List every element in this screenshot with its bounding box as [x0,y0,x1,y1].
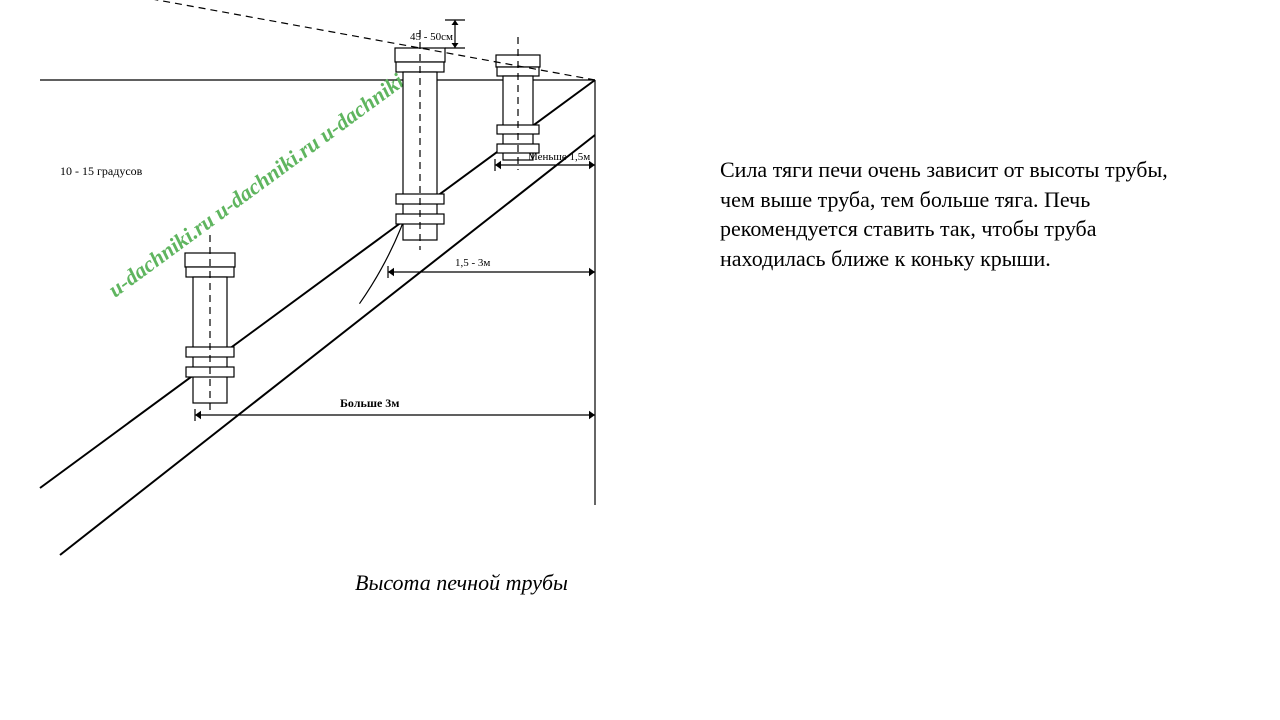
description-text: Сила тяги печи очень зависит от высоты т… [720,155,1180,274]
svg-text:u-dachniki.ru u-dachniki.ru u-: u-dachniki.ru u-dachniki.ru u-dachniki.r… [103,53,430,302]
svg-text:Больше 3м: Больше 3м [340,396,399,410]
svg-text:45 - 50см: 45 - 50см [410,31,453,43]
chimney-c1 [185,235,235,413]
stage: u-dachniki.ru u-dachniki.ru u-dachniki.r… [0,0,1280,720]
svg-text:10 - 15 градусов: 10 - 15 градусов [60,164,143,178]
diagram-svg: u-dachniki.ru u-dachniki.ru u-dachniki.r… [0,0,1280,720]
svg-text:Меньше 1,5м: Меньше 1,5м [528,151,590,163]
chimney-c2 [395,30,445,250]
svg-text:1,5 - 3м: 1,5 - 3м [455,257,490,269]
diagram-caption: Высота печной трубы [355,570,568,596]
